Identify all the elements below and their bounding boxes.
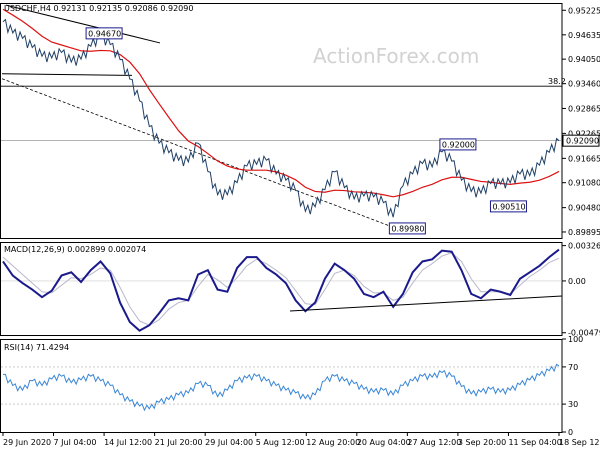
time-tick-label: 3 Sep 20:00 xyxy=(458,438,506,447)
annotation-label: 0.92000 xyxy=(442,140,475,149)
annotation-label: 0.90510 xyxy=(492,202,525,211)
annotation-box xyxy=(85,27,123,40)
price-title: USDCHF,H4 0.92131 0.92135 0.92086 0.9209… xyxy=(4,4,193,13)
price-tick-label: 0.95225 xyxy=(568,6,600,15)
moving-average-line xyxy=(2,8,560,198)
price-tick-label: 0.93460 xyxy=(568,80,600,89)
lower-channel-line xyxy=(1,73,133,76)
macd-tick-label: 0.00 xyxy=(568,277,586,286)
time-axis: 29 Jun 2020 7 Jul 04:00 14 Jul 12:00 21 Jul… xyxy=(2,432,600,447)
upper-channel-line xyxy=(5,4,161,44)
panel-frames xyxy=(0,3,563,433)
price-line xyxy=(2,18,560,218)
annotation-box xyxy=(489,200,527,213)
panel-frame-1 xyxy=(0,242,563,336)
panel-frame-2 xyxy=(0,339,563,433)
panel-frame-0 xyxy=(0,3,563,239)
price-tick-label: 0.90480 xyxy=(568,204,600,213)
current-price-label: 0.92090 xyxy=(566,137,599,146)
watermark: ActionForex.com xyxy=(313,44,479,68)
time-tick-label: 29 Jul 04:00 xyxy=(205,438,253,447)
time-tick-label: 5 Aug 12:00 xyxy=(256,438,305,447)
annotation-label: 0.89980 xyxy=(391,224,424,233)
time-tick-label: 12 Aug 20:00 xyxy=(306,438,360,447)
price-grid: 38.2 xyxy=(1,77,566,141)
price-tick-label: 0.94635 xyxy=(568,31,600,40)
rsi-tick-label: 0 xyxy=(568,428,573,437)
price-annotations: 0.94670 0.92000 0.90510 0.89980 xyxy=(85,27,527,235)
macd-signal-line xyxy=(2,252,560,326)
macd-tick-label: 0.003265 xyxy=(568,242,600,251)
price-panel: 38.2 0.94670 0.92000 0.90510 0.89980 0.9522… xyxy=(1,4,600,237)
current-price-badge xyxy=(562,134,600,147)
fib-level-label: 38.2 xyxy=(548,77,566,86)
annotation-box xyxy=(388,222,426,235)
rsi-tick-label: 100 xyxy=(568,335,583,344)
time-tick-label: 27 Aug 12:00 xyxy=(407,438,461,447)
price-axis-ticks: 0.95225 0.94635 0.94050 0.93460 0.92865 0.922… xyxy=(562,6,600,237)
macd-axis-ticks: 0.003265 0.00 -0.004791 xyxy=(562,242,600,338)
time-tick-label: 29 Jun 2020 xyxy=(3,438,51,447)
time-tick-label: 20 Aug 04:00 xyxy=(357,438,411,447)
rsi-tick-label: 30 xyxy=(568,400,578,409)
macd-tick-label: -0.004791 xyxy=(568,329,600,338)
price-tick-label: 0.92865 xyxy=(568,104,600,113)
price-tick-label: 0.92265 xyxy=(568,129,600,138)
annotation-label: 0.94670 xyxy=(88,29,121,38)
time-tick-label: 18 Sep 12:00 xyxy=(559,438,600,447)
rsi-tick-label: 70 xyxy=(568,363,578,372)
rsi-line xyxy=(3,363,560,412)
macd-trendline xyxy=(289,295,563,312)
dashed-trendline xyxy=(1,78,406,233)
price-tick-label: 0.89895 xyxy=(568,228,600,237)
macd-line xyxy=(2,248,560,332)
rsi-panel: 100 70 30 0 RSI(14) 71.4294 xyxy=(1,335,583,437)
price-tick-label: 0.91080 xyxy=(568,179,600,188)
rsi-axis-ticks: 100 70 30 0 xyxy=(562,335,583,437)
macd-title: MACD(12,26,9) 0.002899 0.002074 xyxy=(4,245,146,254)
time-tick-label: 14 Jul 12:00 xyxy=(104,438,152,447)
trendlines xyxy=(1,4,406,233)
time-tick-label: 7 Jul 04:00 xyxy=(54,438,97,447)
annotation-box xyxy=(439,138,477,151)
time-tick-label: 11 Sep 04:00 xyxy=(508,438,561,447)
time-tick-label: 21 Jul 20:00 xyxy=(155,438,203,447)
rsi-title: RSI(14) 71.4294 xyxy=(4,343,69,352)
price-tick-label: 0.94050 xyxy=(568,55,600,64)
macd-panel: 0.003265 0.00 -0.004791 MACD(12,26,9) 0.00… xyxy=(1,242,600,338)
rsi-grid xyxy=(1,366,562,405)
price-tick-label: 0.91665 xyxy=(568,154,600,163)
